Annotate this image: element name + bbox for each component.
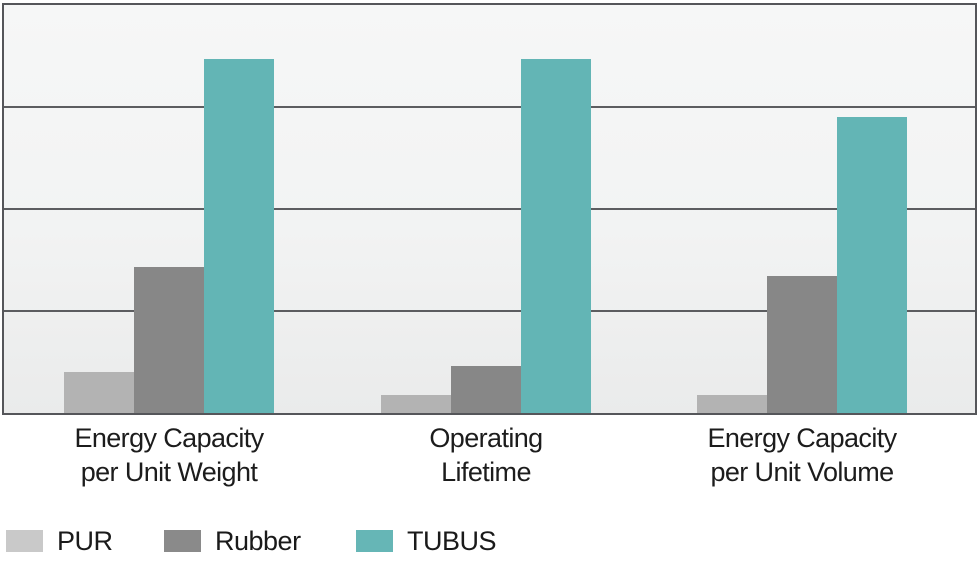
x-axis-label-line: Energy Capacity [707,423,897,453]
legend-swatch-pur [6,530,43,552]
x-axis-label-line: per Unit Weight [80,457,258,487]
legend-item-pur: PUR [6,525,113,556]
bar-tubus-2 [837,117,908,413]
legend-swatch-tubus [356,530,393,552]
gridline [4,310,975,312]
chart-plot-area [2,3,977,415]
x-axis-label-line: per Unit Volume [710,457,894,487]
legend-item-rubber: Rubber [164,525,301,556]
bar-tubus-0 [204,59,275,413]
bar-tubus-1 [521,59,592,413]
legend-label-rubber: Rubber [215,525,301,556]
bar-rubber-0 [134,267,205,413]
x-axis-label-operating-lifetime: Operating Lifetime [336,421,636,489]
legend-label-tubus: TUBUS [407,525,497,556]
x-axis-label-line: Lifetime [441,457,531,487]
legend-item-tubus: TUBUS [356,525,497,556]
bar-pur-2 [697,394,768,413]
x-axis-label-line: Operating [429,423,543,453]
bar-rubber-2 [767,276,838,413]
legend-swatch-rubber [164,530,201,552]
x-axis-label-line: Energy Capacity [74,423,264,453]
gridline [4,208,975,210]
x-axis-label-energy-capacity-weight: Energy Capacity per Unit Weight [19,421,319,489]
x-axis-label-energy-capacity-volume: Energy Capacity per Unit Volume [652,421,952,489]
bar-rubber-1 [451,366,522,413]
bar-pur-0 [64,372,135,413]
bar-pur-1 [381,394,452,413]
gridline [4,106,975,108]
legend-label-pur: PUR [57,525,113,556]
